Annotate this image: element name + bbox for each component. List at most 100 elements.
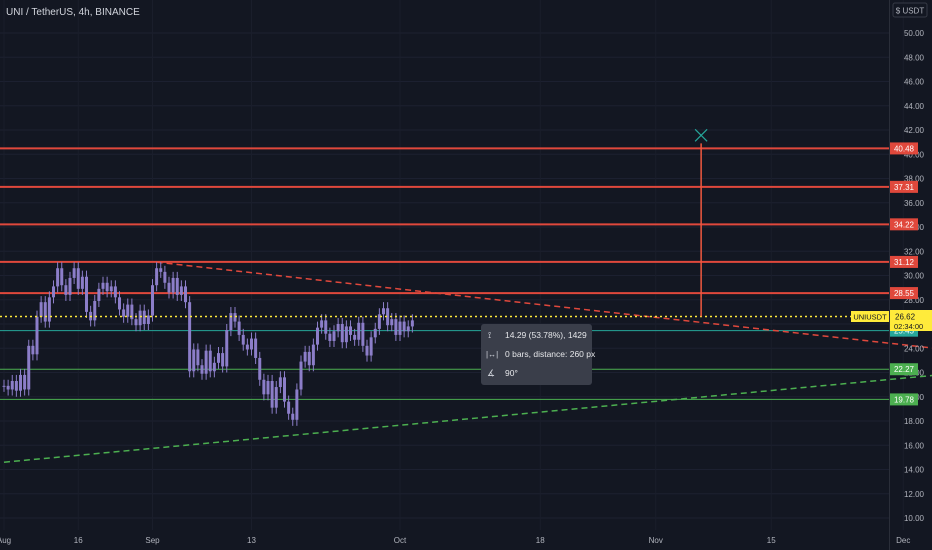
- candle-body: [270, 380, 274, 408]
- candle-body: [192, 349, 196, 372]
- candle-body: [126, 304, 130, 317]
- candle-body: [212, 362, 216, 372]
- level-price-tag: [890, 393, 918, 406]
- candle-body: [361, 322, 365, 346]
- price-tick-label: 24.00: [904, 344, 925, 353]
- candle-body: [382, 308, 385, 315]
- candle-body: [307, 351, 311, 366]
- candle-body: [336, 324, 340, 332]
- candle-body: [167, 282, 171, 293]
- price-tick-label: 38.00: [904, 175, 925, 184]
- price-tick-label: 46.00: [904, 78, 925, 87]
- candle-body: [109, 286, 113, 292]
- candle-body: [311, 344, 315, 366]
- candle-body: [43, 302, 47, 322]
- candle-body: [171, 277, 175, 293]
- candle-body: [52, 286, 55, 298]
- level-price-tag: [890, 218, 918, 231]
- time-tick-label: Sep: [145, 536, 160, 545]
- symbol-title: UNI / TetherUS, 4h, BINANCE: [6, 7, 140, 18]
- price-tick-label: 32.00: [904, 247, 925, 256]
- candle-body: [390, 319, 394, 326]
- price-tick-label: 50.00: [904, 29, 925, 38]
- horizontal-levels: [0, 147, 889, 400]
- candle-body: [138, 310, 142, 326]
- candle-body: [39, 302, 43, 317]
- candle-body: [340, 324, 344, 343]
- candle-body: [377, 314, 381, 329]
- candle-body: [225, 330, 229, 367]
- level-price-label: 19.78: [894, 395, 915, 404]
- time-tick-label: Oct: [394, 536, 407, 545]
- time-tick-label: 16: [74, 536, 83, 545]
- candle-body: [386, 308, 390, 326]
- candle-body: [332, 331, 336, 341]
- level-price-label: 37.31: [894, 183, 915, 192]
- candles: [2, 262, 414, 426]
- level-price-label: 40.48: [894, 144, 915, 153]
- candle-body: [159, 268, 163, 272]
- candle-body: [163, 271, 167, 283]
- price-tick-label: 18.00: [904, 417, 925, 426]
- candle-body: [398, 321, 402, 335]
- price-tick-label: 36.00: [904, 199, 925, 208]
- price-tick-label: 40.00: [904, 150, 925, 159]
- time-tick-label: Nov: [649, 536, 663, 545]
- candle-body: [31, 345, 35, 355]
- measure-tool[interactable]: [694, 128, 708, 317]
- candle-body: [250, 338, 253, 350]
- tooltip-line-2: 0 bars, distance: 260 px: [505, 349, 596, 359]
- candle-body: [113, 286, 117, 298]
- candle-body: [118, 297, 121, 310]
- candle-body: [68, 277, 72, 295]
- candle-body: [287, 401, 291, 414]
- candle-body: [35, 316, 39, 355]
- price-tick-label: 10.00: [904, 514, 925, 523]
- price-range-icon: ⟟: [488, 330, 491, 340]
- bars-range-icon: |↔|: [486, 350, 498, 359]
- level-price-label: 22.27: [894, 365, 915, 374]
- descending-trendline: [156, 261, 932, 349]
- price-tick-label: 12.00: [904, 490, 925, 499]
- candle-body: [188, 302, 192, 372]
- level-price-tag: [890, 363, 918, 376]
- candle-body: [134, 319, 138, 326]
- candle-body: [208, 350, 212, 372]
- price-tick-label: 30.00: [904, 272, 925, 281]
- trendlines: [3, 261, 932, 463]
- candle-body: [229, 313, 233, 331]
- candle-body: [217, 353, 220, 363]
- angle-icon: ∡: [487, 368, 495, 378]
- candle-body: [175, 277, 179, 295]
- candle-body: [122, 309, 126, 317]
- candle-body: [142, 310, 146, 324]
- candle-body: [254, 338, 258, 358]
- candle-body: [344, 326, 348, 343]
- candle-body: [365, 345, 369, 356]
- candle-body: [85, 276, 88, 312]
- candle-body: [373, 328, 377, 338]
- currency-button[interactable]: $ USDT: [892, 2, 928, 18]
- candle-body: [14, 380, 18, 391]
- time-tick-label: 15: [767, 536, 776, 545]
- candle-body: [47, 297, 51, 322]
- level-price-tag: [890, 142, 918, 155]
- candle-body: [320, 320, 324, 328]
- candle-body: [93, 300, 97, 321]
- candle-body: [357, 322, 361, 340]
- candle-body: [303, 351, 307, 362]
- price-tick-label: 42.00: [904, 126, 925, 135]
- candle-body: [258, 357, 262, 380]
- candle-body: [23, 374, 27, 390]
- price-tick-label: 48.00: [904, 53, 925, 62]
- candle-body: [2, 385, 6, 387]
- candle-body: [394, 319, 398, 335]
- level-price-tag: [890, 287, 918, 300]
- level-price-tag: [890, 255, 918, 268]
- candle-body: [151, 285, 154, 316]
- candle-body: [97, 288, 101, 301]
- candle-body: [274, 387, 278, 408]
- candle-body: [221, 353, 225, 367]
- candle-body: [105, 282, 109, 292]
